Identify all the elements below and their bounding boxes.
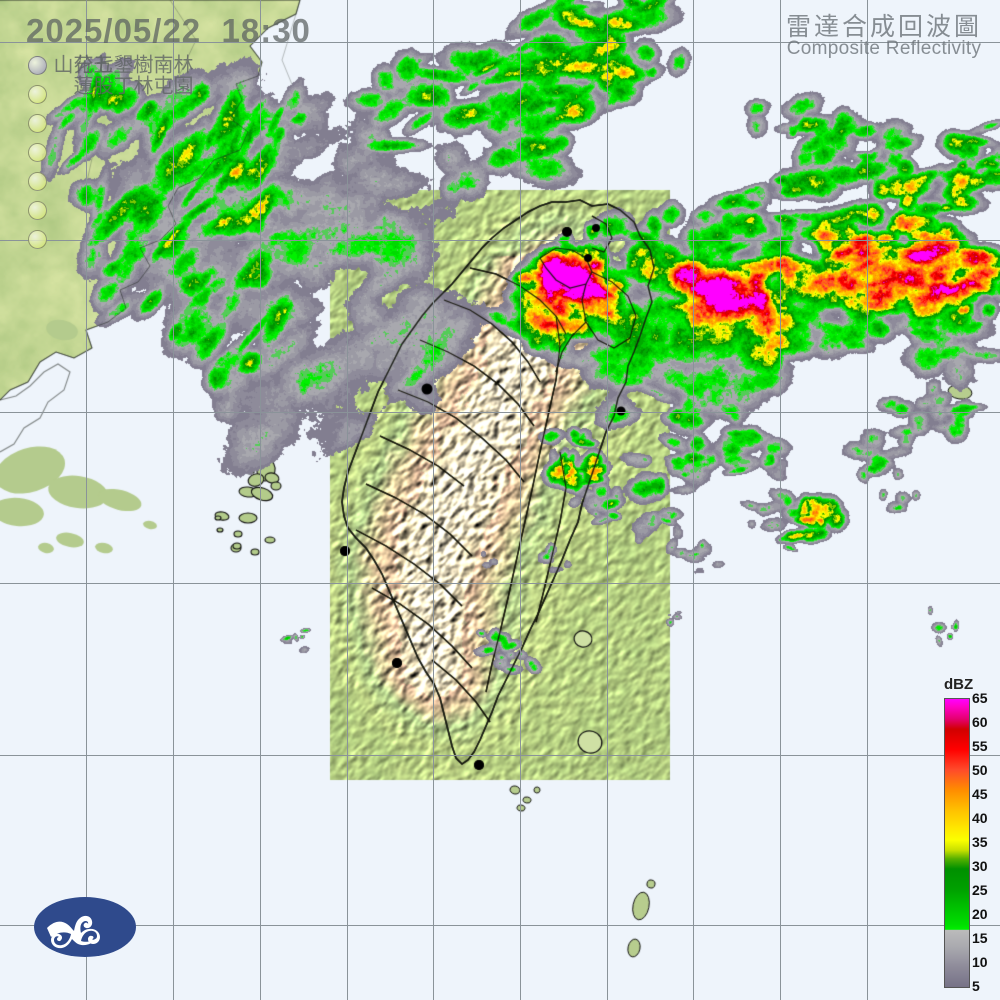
dbz-tick-50: 50 [972,762,988,778]
dbz-tick-5: 5 [972,978,980,994]
station-name-label: 七股 [90,54,114,96]
station-name-label: 花蓮 [70,54,94,96]
dbz-tick-20: 20 [972,906,988,922]
station-dot-icon [28,143,47,162]
dbz-tick-15: 15 [972,930,988,946]
dbz-tick-25: 25 [972,882,988,898]
station-dot-icon [28,201,47,220]
station-name-label: 墾丁 [110,54,134,96]
station-dot-icon [28,230,47,249]
dbz-tick-65: 65 [972,690,988,706]
station-name-label: 林園 [170,54,194,96]
station-dot-icon [28,114,47,133]
dbz-tick-45: 45 [972,786,988,802]
dbz-tick-10: 10 [972,954,988,970]
dbz-colorbar: dBZ 65 60 55 50 45 40 35 30 25 20 15 10 5 [930,676,1000,996]
dbz-tick-35: 35 [972,834,988,850]
dbz-tick-40: 40 [972,810,988,826]
station-name-label: 樹林 [130,54,154,96]
station-name-label: 五分山 [50,54,114,75]
station-name-label: 南屯 [150,54,174,96]
dbz-tick-55: 55 [972,738,988,754]
dbz-colorbar-gradient [944,698,970,988]
station-dot-icon [28,56,47,75]
station-dot-icon [28,85,47,104]
cwa-logo [34,897,136,957]
dbz-tick-30: 30 [972,858,988,874]
dbz-tick-60: 60 [972,714,988,730]
timestamp-label: 2025/05/22 18:30 [26,12,311,49]
station-dot-icon [28,172,47,191]
dbz-colorbar-title: dBZ [944,676,974,693]
